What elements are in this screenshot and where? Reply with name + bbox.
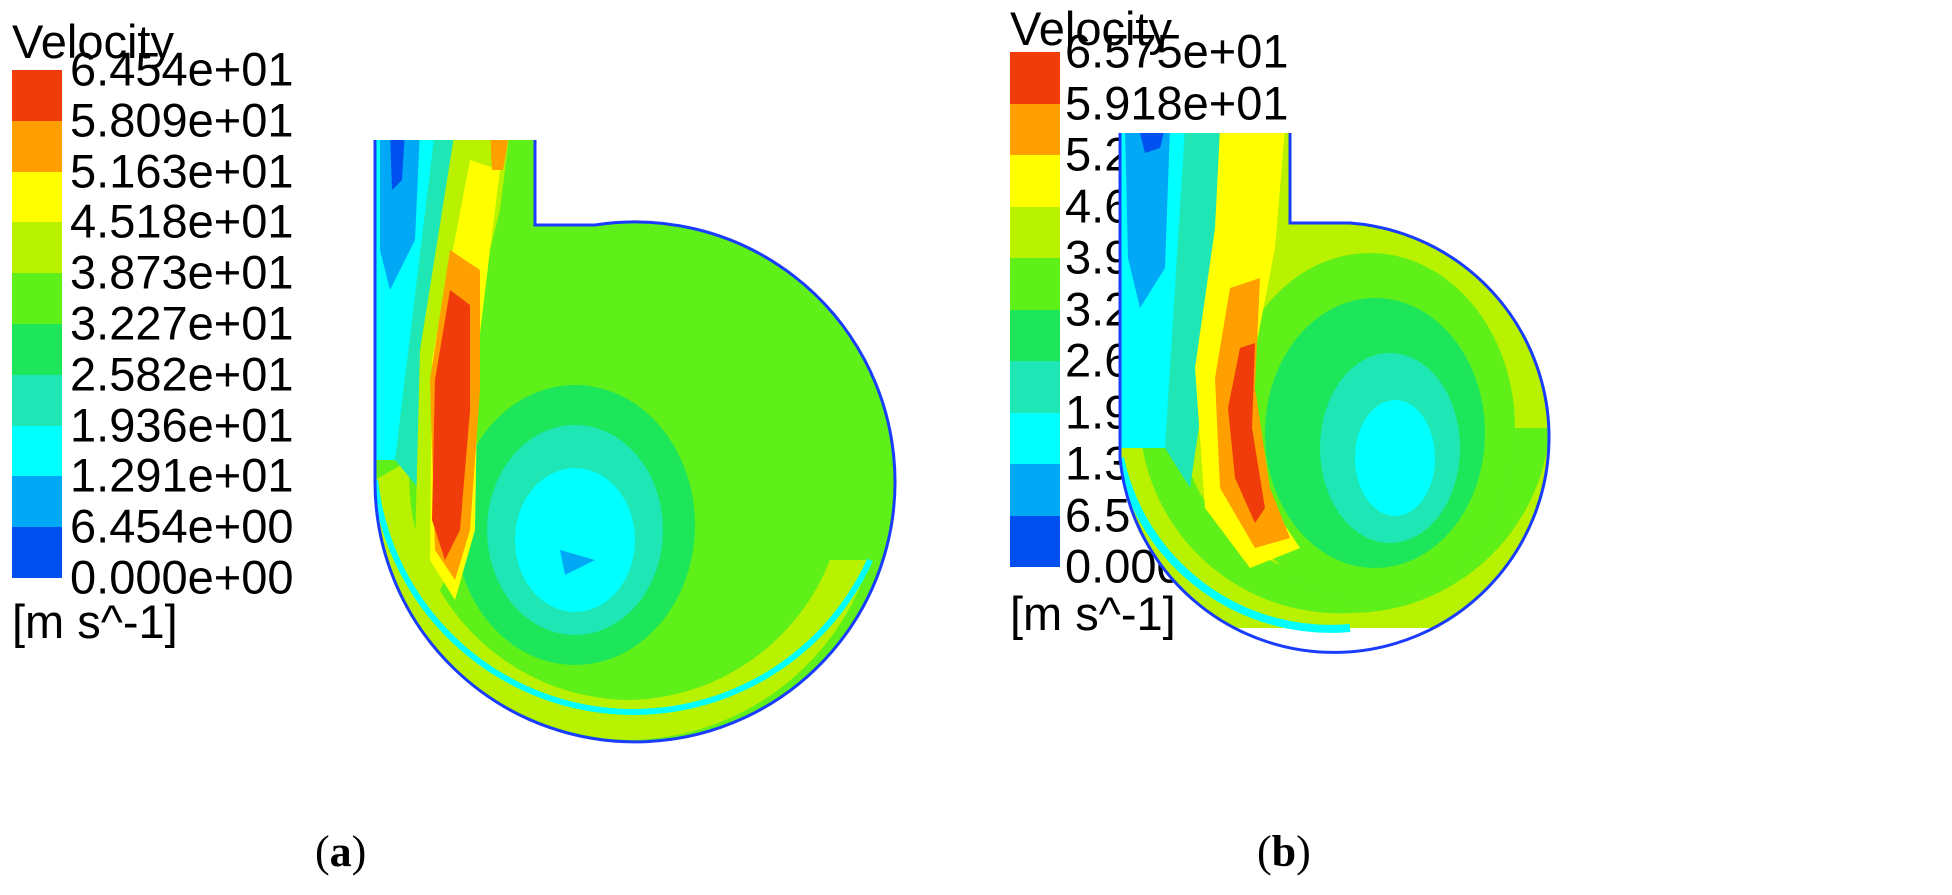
- colorbar-tick-label: 1.936e+01: [70, 398, 294, 452]
- legend-title: Velocity: [12, 15, 174, 68]
- colorbar-swatch: [1010, 361, 1060, 413]
- colorbar-tick-label: 5.918e+01: [1065, 76, 1289, 130]
- legend-title: Velocity: [1010, 2, 1172, 55]
- panel-caption: (b): [1257, 827, 1311, 876]
- colorbar-tick-label: 6.454e+00: [70, 499, 294, 553]
- velocity-contour-plot: [373, 140, 897, 744]
- colorbar-swatch: [1010, 155, 1060, 207]
- colorbar-swatch: [1010, 258, 1060, 310]
- colorbar-tick-label: 3.873e+01: [70, 245, 294, 299]
- colorbar-tick-label: 3.227e+01: [70, 296, 294, 350]
- colorbar-tick-label: 6.454e+01: [70, 42, 294, 96]
- colorbar: [1010, 52, 1060, 567]
- colorbar-swatch: [12, 527, 62, 578]
- unit-label: [m s^-1]: [1010, 587, 1176, 640]
- colorbar-tick-label: 6.575e+01: [1065, 24, 1289, 78]
- colorbar-tick-label: 5.163e+01: [70, 144, 294, 198]
- colorbar-swatch: [12, 425, 62, 477]
- colorbar-swatch: [1010, 103, 1060, 155]
- colorbar-swatch: [1010, 464, 1060, 516]
- colorbar-swatch: [12, 273, 62, 324]
- colorbar-swatch: [1010, 52, 1060, 104]
- colorbar: [12, 70, 62, 578]
- colorbar-swatch: [1010, 309, 1060, 361]
- colorbar-tick-labels: 6.454e+01 5.809e+01 5.163e+01 4.518e+01 3.87…: [70, 46, 300, 601]
- velocity-contour-plot: [1118, 133, 1551, 654]
- colorbar-swatch: [1010, 412, 1060, 464]
- colorbar-swatch: [1010, 515, 1060, 567]
- colorbar-swatch: [12, 120, 62, 172]
- panel-caption: (a): [315, 827, 367, 876]
- colorbar-swatch: [12, 323, 62, 375]
- colorbar-swatch: [12, 171, 62, 223]
- panel-a: Velocity 6.454e+01 5.809e+01 5.163e+01 4.51…: [12, 15, 897, 876]
- colorbar-tick-label: 1.291e+01: [70, 448, 294, 502]
- colorbar-tick-label: 2.582e+01: [70, 347, 294, 401]
- unit-label: [m s^-1]: [12, 595, 178, 648]
- panel-b: Velocity 6.575e+015.918e+015.260e+014.60…: [995, 0, 1952, 895]
- colorbar-swatch: [12, 70, 62, 121]
- colorbar-tick-label: 5.809e+01: [70, 93, 294, 147]
- colorbar-swatch: [1010, 206, 1060, 258]
- colorbar-swatch: [12, 374, 62, 426]
- colorbar-swatch: [12, 222, 62, 274]
- colorbar-tick-label: 0.000e+00: [70, 550, 294, 604]
- colorbar-swatch: [12, 476, 62, 528]
- colorbar-tick-label: 4.518e+01: [70, 194, 294, 248]
